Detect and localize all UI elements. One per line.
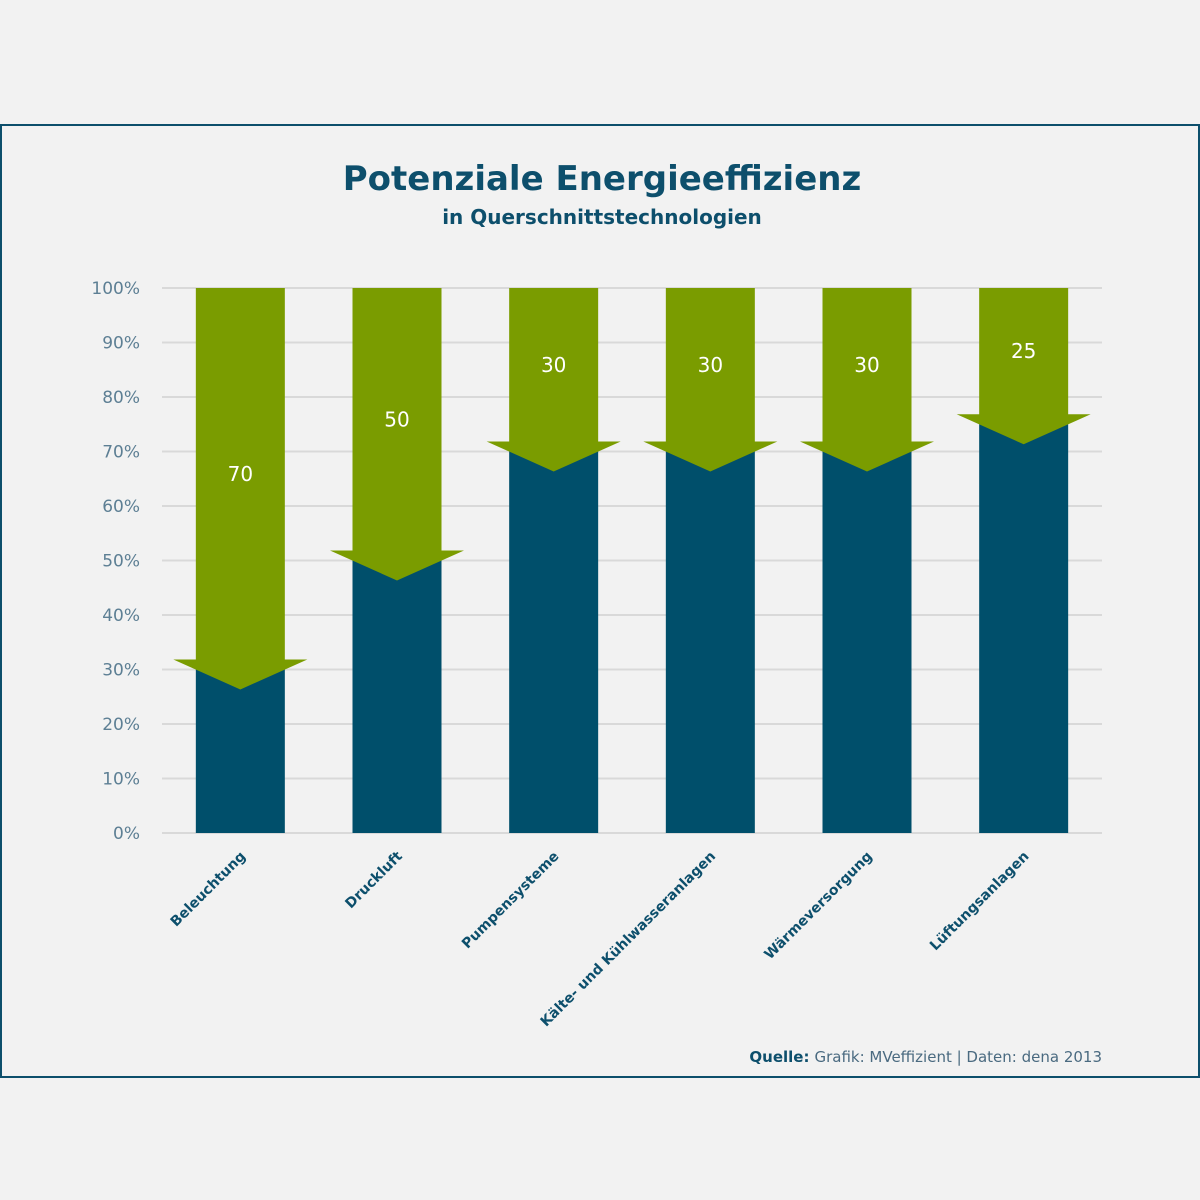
y-tick-label: 50% bbox=[102, 552, 140, 572]
data-label: 30 bbox=[698, 353, 723, 377]
x-tick-label: Wärmeversorgung bbox=[761, 849, 875, 963]
bar-base bbox=[509, 451, 599, 833]
bar-potential-arrow bbox=[173, 288, 308, 690]
y-axis-ticks: 0% 10% 20% 30% 40% 50% 60% 70% 80% 90% 100% bbox=[91, 279, 140, 844]
x-tick-label: Beleuchtung bbox=[168, 849, 250, 931]
bar-base bbox=[822, 451, 912, 833]
bar-base bbox=[352, 560, 442, 833]
y-tick-label: 100% bbox=[91, 279, 140, 299]
bar-base bbox=[979, 424, 1069, 833]
data-label: 25 bbox=[1011, 339, 1036, 363]
y-tick-label: 0% bbox=[113, 824, 140, 844]
bar-potential-arrow bbox=[486, 288, 621, 472]
bar-base bbox=[195, 669, 285, 833]
x-tick-label: Lüftungsanlagen bbox=[927, 849, 1032, 954]
source-label: Quelle: bbox=[749, 1048, 809, 1066]
y-tick-label: 20% bbox=[102, 715, 140, 735]
chart-subtitle: in Querschnittstechnologien bbox=[442, 205, 762, 229]
x-axis-ticks: Beleuchtung Druckluft PumpensystemeKälte- … bbox=[168, 848, 1033, 1030]
y-tick-label: 10% bbox=[102, 770, 140, 790]
y-tick-label: 40% bbox=[102, 606, 140, 626]
data-label: 30 bbox=[854, 353, 879, 377]
source-note: Quelle: Grafik: MVeffizient | Daten: dena… bbox=[749, 1048, 1102, 1066]
y-tick-label: 90% bbox=[102, 334, 140, 354]
bar-potential-arrow bbox=[800, 288, 934, 472]
source-text: Grafik: MVeffizient | Daten: dena 2013 bbox=[814, 1048, 1102, 1066]
bars: 70 50 30 30 30 25 bbox=[173, 288, 1091, 833]
y-tick-label: 30% bbox=[102, 661, 140, 681]
x-tick-label: Druckluft bbox=[342, 848, 406, 912]
bar-chart: Potenziale Energieeffizienz in Querschni… bbox=[91, 159, 1102, 1066]
x-tick-label: Pumpensysteme bbox=[459, 849, 563, 953]
y-tick-label: 60% bbox=[102, 497, 140, 517]
chart-title: Potenziale Energieeffizienz bbox=[343, 159, 862, 199]
data-label: 50 bbox=[384, 407, 409, 431]
y-tick-label: 80% bbox=[102, 388, 140, 408]
bar-potential-arrow bbox=[330, 288, 464, 581]
data-label: 70 bbox=[228, 462, 253, 486]
bar-base bbox=[665, 451, 755, 833]
bar-potential-arrow bbox=[643, 288, 778, 472]
chart-frame: Potenziale Energieeffizienz in Querschni… bbox=[0, 124, 1200, 1078]
x-tick-label: Kälte- und Kühlwasseranlagen bbox=[538, 849, 720, 1031]
grid-lines bbox=[162, 287, 1102, 834]
bar-potential-arrow bbox=[956, 288, 1091, 445]
data-label: 30 bbox=[541, 353, 566, 377]
y-tick-label: 70% bbox=[102, 443, 140, 463]
